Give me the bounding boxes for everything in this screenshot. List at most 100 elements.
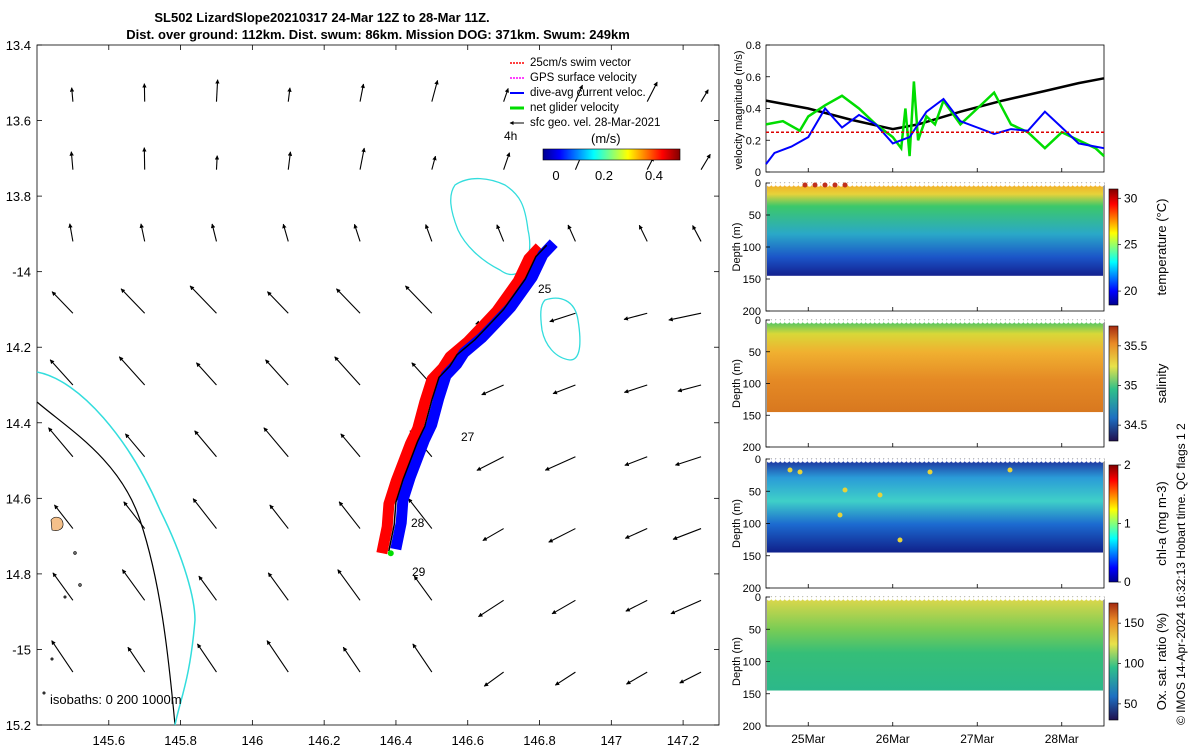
- chla-peak-dot: [787, 467, 793, 473]
- temperature-profile-gap: [1005, 181, 1010, 187]
- temperature-profile-gap: [1059, 181, 1064, 187]
- vel-ytick-label: 0: [755, 167, 761, 179]
- temperature-profile-gap: [888, 181, 893, 187]
- geo-velocity-arrow: [544, 456, 576, 471]
- geo-velocity-arrow: [624, 528, 648, 539]
- oxygen-profile-gap: [1050, 595, 1055, 601]
- oxygen-profile-gap: [924, 595, 929, 601]
- geo-velocity-arrow: [413, 575, 433, 601]
- geo-velocity-arrow: [431, 79, 439, 102]
- salinity-profile-gap: [825, 318, 830, 324]
- chla-profile-gap: [955, 457, 961, 463]
- geo-velocity-arrow: [287, 87, 292, 102]
- geo-velocity-arrow: [192, 498, 217, 529]
- oxygen-profile-gap: [865, 595, 871, 601]
- geo-velocity-arrow: [189, 285, 217, 314]
- temperature-ytick-label: 0: [755, 178, 761, 190]
- temperature-profile-gap: [919, 181, 925, 187]
- chla-profile-gap: [888, 457, 893, 463]
- chla-ytick-label: 150: [743, 551, 761, 563]
- chla-profile-gap: [1023, 457, 1028, 463]
- oxygen-profile-gap: [843, 595, 848, 601]
- temperature-profile-gap: [1068, 181, 1073, 187]
- oxygen-profile-gap: [856, 595, 862, 601]
- vel-ytick-label: 0.4: [746, 104, 761, 116]
- vel-ylabel: velocity magnitude (m/s): [733, 50, 745, 169]
- salinity-profile-gap: [946, 318, 952, 324]
- colorbar-units: (m/s): [591, 131, 621, 146]
- chla-ytick-label: 100: [743, 519, 761, 531]
- oxygen-profile-gap: [1054, 595, 1060, 601]
- salinity-profile-gap: [1086, 318, 1091, 324]
- time-xtick-label: 28Mar: [1045, 732, 1079, 746]
- vel-ytick-label: 0.8: [746, 40, 761, 52]
- temperature-profile-gap: [870, 181, 875, 187]
- map-cb-tick-0: 0: [552, 168, 559, 183]
- salinity-profile-gap: [766, 318, 772, 324]
- salinity-profile-gap: [1032, 318, 1037, 324]
- chla-cb-label: 1: [1124, 517, 1131, 531]
- temperature-profile-gap: [1014, 181, 1019, 187]
- oxygen-profile-gap: [820, 595, 826, 601]
- oxygen-profile-gap: [919, 595, 925, 601]
- chla-profile-gap: [892, 457, 898, 463]
- chla-profile-gap: [834, 457, 839, 463]
- salinity-profile-gap: [1072, 318, 1078, 324]
- salinity-ytick-label: 0: [755, 315, 761, 327]
- oxygen-profile-gap: [793, 595, 799, 601]
- credit-text: © IMOS 14-Apr-2024 16:32:13 Hobart time.…: [1174, 423, 1188, 725]
- legend-gps: GPS surface velocity: [530, 72, 637, 84]
- oxygen-profile-gap: [825, 595, 830, 601]
- map-ytick-label: 14.6: [6, 491, 31, 506]
- oxygen-profile-gap: [1023, 595, 1028, 601]
- map-xtick-label: 145.6: [93, 733, 126, 748]
- time-xtick-label: 26Mar: [876, 732, 910, 746]
- temperature-profile-gap: [793, 181, 799, 187]
- geo-velocity-arrow: [574, 84, 583, 102]
- legend-4h: 4h: [504, 129, 517, 143]
- chla-profile-gap: [1050, 457, 1055, 463]
- temperature-profile-gap: [838, 181, 844, 187]
- salinity-profile-gap: [861, 318, 866, 324]
- chla-profile-gap: [802, 457, 808, 463]
- velocity-panel-frame: [765, 44, 1105, 173]
- temperature-cb-label: 20: [1124, 284, 1138, 298]
- temperature-profile-gap: [847, 181, 853, 187]
- salinity-profile-gap: [973, 318, 979, 324]
- oxygen-colorbar-title: Ox. sat. ratio (%): [1154, 613, 1169, 711]
- oxygen-profile-gap: [816, 595, 821, 601]
- map-ytick-label: 13.8: [6, 189, 31, 204]
- salinity-ytick-label: 150: [743, 410, 761, 422]
- oxygen-profile-gap: [982, 595, 988, 601]
- temperature-profile-gap: [973, 181, 979, 187]
- geo-velocity-arrow: [263, 427, 289, 458]
- salinity-profile-gap: [1014, 318, 1019, 324]
- salinity-profile-gap: [883, 318, 889, 324]
- temperature-ytick-label: 100: [743, 242, 761, 254]
- salinity-profile-gap: [1063, 318, 1069, 324]
- temperature-profile-gap: [1050, 181, 1055, 187]
- salinity-colorbar: [1108, 325, 1119, 442]
- temperature-profile-gap: [964, 181, 970, 187]
- geo-velocity-arrow: [668, 312, 702, 322]
- oxygen-profile-gap: [874, 595, 880, 601]
- chla-colorbar-title: chl-a (mg m-3): [1154, 481, 1169, 566]
- chla-profile-gap: [978, 457, 983, 463]
- salinity-profile-gap: [969, 318, 974, 324]
- chla-profile-gap: [784, 457, 790, 463]
- temperature-profile-gap: [1072, 181, 1078, 187]
- temperature-profile-gap: [798, 181, 803, 187]
- geo-velocity-arrow: [692, 225, 702, 242]
- salinity-ylabel: Depth (m): [731, 359, 743, 408]
- geo-velocity-arrow: [424, 224, 433, 242]
- isobath-1000m: [36, 401, 176, 726]
- salinity-profile-gap: [771, 318, 776, 324]
- map-panel: 25 27 28 29 25cm/s swim vector GPS surfa…: [6, 38, 720, 748]
- map-ytick-label: -14: [12, 265, 31, 280]
- chla-colorbar: [1108, 464, 1119, 583]
- chla-profile-gap: [919, 457, 925, 463]
- map-xtick-label: 146.6: [451, 733, 484, 748]
- oxygen-profile-gap: [1045, 595, 1051, 601]
- oxygen-profile-gap: [1018, 595, 1024, 601]
- chla-profile-gap: [838, 457, 844, 463]
